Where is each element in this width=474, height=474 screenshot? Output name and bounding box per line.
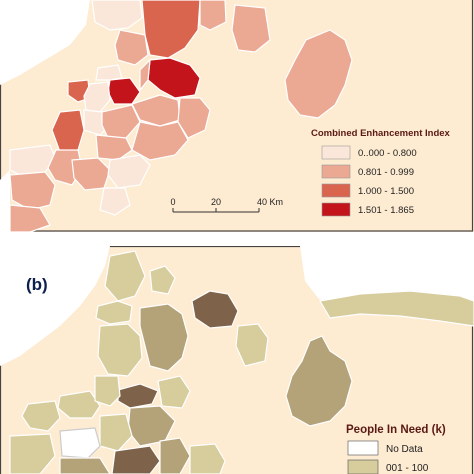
legend-b-label-1: No Data — [386, 444, 423, 455]
district — [139, 303, 189, 372]
district — [131, 121, 189, 161]
legend-a-swatch-1 — [321, 145, 351, 160]
district — [231, 4, 271, 53]
district — [95, 300, 133, 325]
map-b-outside-area — [0, 246, 110, 366]
district — [99, 187, 131, 216]
map-b-districts — [9, 250, 474, 474]
district — [99, 413, 133, 452]
district — [94, 375, 121, 407]
map-b-outside-area-2 — [300, 246, 474, 306]
district — [9, 204, 51, 232]
district — [97, 323, 143, 377]
legend-a-label-3: 1.000 - 1.500 — [358, 186, 414, 197]
district — [104, 250, 146, 302]
scale-bar: 0 20 40 Km — [170, 197, 283, 213]
district — [95, 64, 123, 81]
district — [149, 265, 176, 295]
map-b-svg: (b) People In — [0, 246, 474, 474]
district — [59, 427, 101, 459]
legend-a-swatch-2 — [321, 164, 351, 179]
legend-a-label-4: 1.501 - 1.865 — [358, 205, 414, 216]
district — [191, 290, 239, 329]
district — [111, 445, 161, 474]
district — [199, 0, 227, 31]
district — [91, 0, 143, 31]
map-b-legend: People In Need (k) No Data 001 - 100 — [346, 424, 446, 474]
district — [9, 171, 56, 211]
legend-b-title: People In Need (k) — [346, 424, 446, 436]
map-a-svg: 0 20 40 Km Combined Enhancement Index 0.… — [0, 0, 474, 232]
district — [235, 323, 269, 367]
district — [59, 457, 111, 474]
map-panel-a: 0 20 40 Km Combined Enhancement Index 0.… — [0, 0, 474, 232]
legend-b-label-2: 001 - 100 — [386, 463, 429, 474]
panel-label-b: (b) — [26, 275, 48, 294]
legend-a-title: Combined Enhancement Index — [311, 128, 451, 139]
district — [9, 433, 56, 474]
district — [285, 335, 353, 427]
district — [319, 290, 474, 327]
district — [189, 443, 226, 474]
legend-a-label-1: 0..000 - 0.800 — [358, 148, 417, 159]
district — [114, 29, 149, 66]
map-a-districts — [9, 0, 353, 232]
map-a-outside-area — [0, 0, 90, 85]
scale-tick-0: 0 — [170, 197, 175, 207]
district — [157, 375, 191, 409]
legend-a-swatch-4 — [321, 202, 351, 217]
scale-tick-40: 40 Km — [257, 197, 283, 207]
legend-a-swatch-3 — [321, 183, 351, 198]
district — [21, 400, 61, 432]
district — [95, 134, 133, 161]
scale-tick-20: 20 — [211, 197, 221, 207]
legend-b-swatch-1 — [347, 440, 379, 456]
map-a-border — [0, 0, 474, 232]
district — [159, 437, 191, 474]
legend-b-swatch-2 — [347, 459, 379, 474]
map-a-outside-area-2 — [0, 170, 10, 232]
district — [107, 154, 151, 189]
district — [147, 57, 201, 99]
map-a-legend: Combined Enhancement Index 0..000 - 0.80… — [311, 128, 451, 217]
map-panel-b: (b) People In — [0, 246, 474, 474]
district — [57, 390, 101, 419]
district — [117, 383, 159, 409]
district — [284, 29, 353, 119]
district — [139, 58, 151, 92]
legend-a-label-2: 0.801 - 0.999 — [358, 167, 414, 178]
